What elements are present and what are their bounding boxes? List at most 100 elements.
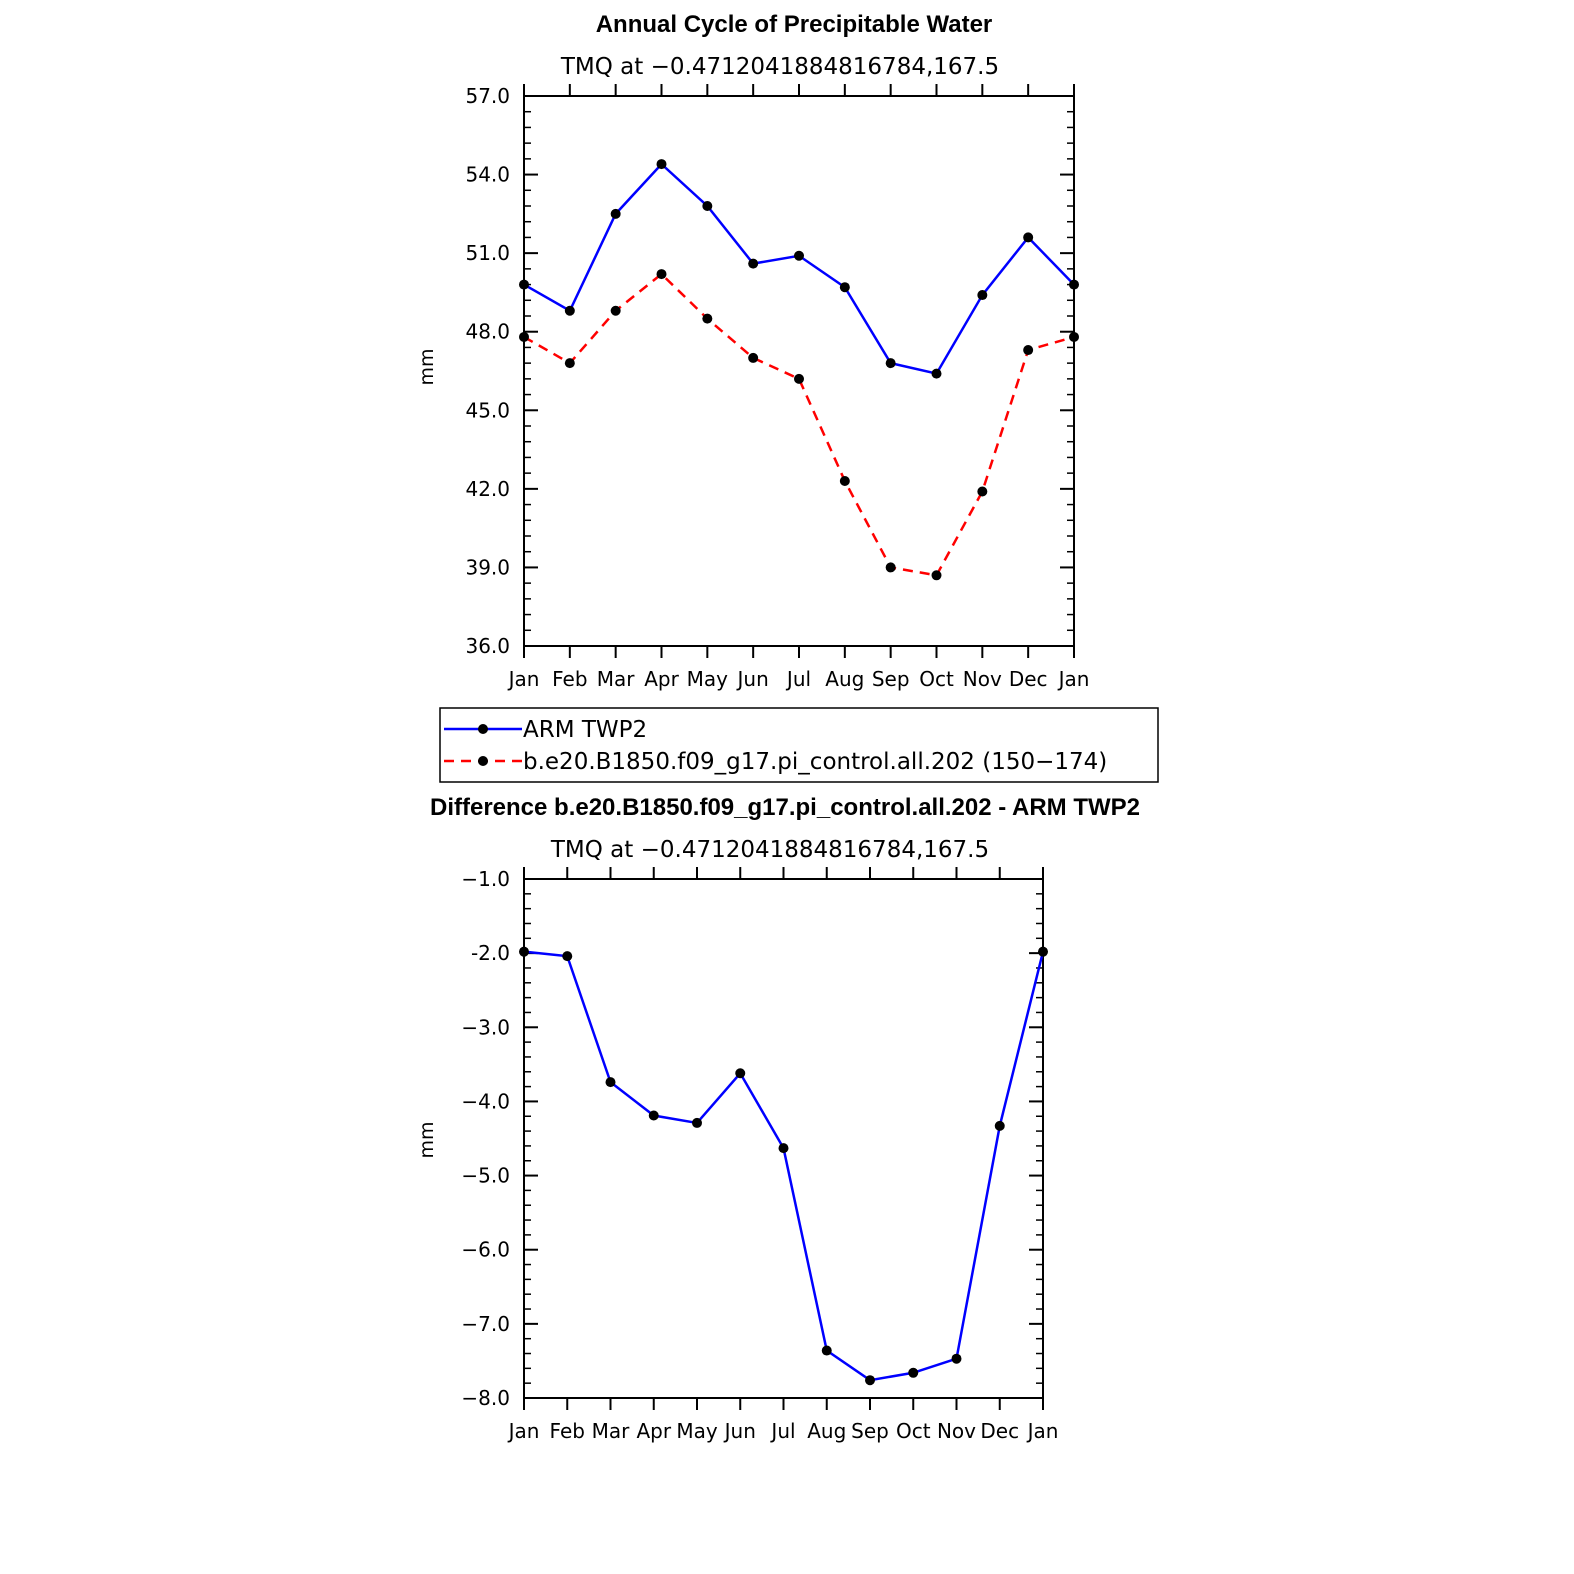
data-point	[648, 1110, 659, 1121]
legend-marker-arm	[478, 724, 488, 734]
y-tick-label: 42.0	[465, 477, 510, 501]
y-tick-label: −6.0	[461, 1238, 510, 1262]
legend: ARM TWP2 b.e20.B1850.f09_g17.pi_control.…	[439, 707, 1159, 783]
x-tick-label: Mar	[592, 1419, 631, 1443]
legend-label-model: b.e20.B1850.f09_g17.pi_control.all.202 (…	[523, 749, 1107, 775]
data-point	[885, 358, 896, 369]
data-point	[977, 486, 988, 497]
y-tick-label: −5.0	[461, 1164, 510, 1188]
y-axis-label: mm	[416, 348, 438, 385]
data-point	[605, 1077, 616, 1088]
data-point	[931, 570, 942, 581]
series-line	[523, 272, 1075, 577]
y-tick-label: -2.0	[471, 941, 510, 965]
data-point	[656, 159, 667, 170]
x-tick-label: Jun	[723, 1419, 756, 1443]
data-point	[564, 305, 575, 316]
data-point	[977, 290, 988, 301]
legend-marker-model	[478, 756, 488, 766]
x-tick-label: Sep	[851, 1419, 889, 1443]
y-axis-label: mm	[416, 1121, 438, 1158]
data-point	[748, 258, 759, 269]
x-tick-label: Dec	[1009, 667, 1048, 691]
y-tick-label: 48.0	[465, 320, 510, 344]
plot-area: 36.0 39.0 42.0 45.0 48.0 51.0 54.0 57.0 Jan Feb Ma…	[465, 84, 1089, 691]
y-tick-label: 36.0	[465, 634, 510, 658]
y-tick-label: −4.0	[461, 1089, 510, 1113]
x-tick-label: Mar	[597, 667, 636, 691]
data-point	[564, 358, 575, 369]
data-point	[794, 250, 804, 261]
data-point	[702, 201, 713, 211]
x-tick-label: Jul	[785, 667, 811, 691]
x-tick-label: Nov	[963, 667, 1002, 691]
chart-subtitle: TMQ at −0.4712041884816784,167.5	[550, 837, 989, 863]
x-tick-label: Feb	[550, 1419, 585, 1443]
y-tick-label: −3.0	[461, 1015, 510, 1039]
x-tick-label: Apr	[644, 667, 679, 691]
series-line	[523, 950, 1045, 1382]
chart-title: Annual Cycle of Precipitable Water	[596, 11, 993, 38]
x-tick-label: Aug	[825, 667, 864, 691]
data-point	[610, 208, 621, 219]
data-point	[908, 1367, 919, 1378]
x-tick-label: Dec	[980, 1419, 1019, 1443]
data-point	[951, 1353, 962, 1364]
x-tick-label: Jan	[507, 667, 540, 691]
data-point	[519, 946, 529, 957]
x-tick-label: May	[687, 667, 729, 691]
plot-frame	[523, 878, 1044, 1399]
data-point	[1069, 331, 1079, 342]
y-tick-label: −1.0	[461, 867, 510, 891]
x-tick-label: Jul	[769, 1419, 795, 1443]
x-tick-label: Nov	[937, 1419, 976, 1443]
data-point	[1023, 232, 1034, 243]
data-point	[610, 305, 621, 316]
series-group	[519, 946, 1048, 1386]
y-tick-label: 57.0	[465, 84, 510, 108]
data-point	[839, 282, 850, 293]
data-point	[885, 562, 896, 573]
y-tick-label: −8.0	[461, 1386, 510, 1410]
data-point	[519, 279, 529, 290]
data-point	[702, 313, 713, 324]
x-tick-label: Feb	[552, 667, 587, 691]
x-tick-label: Oct	[896, 1419, 931, 1443]
annual-cycle-chart: Annual Cycle of Precipitable Water TMQ a…	[416, 11, 1089, 691]
x-tick-label: Jun	[736, 667, 769, 691]
data-point	[821, 1345, 832, 1356]
data-point	[692, 1117, 702, 1128]
series-group	[519, 159, 1079, 581]
data-point	[656, 269, 667, 280]
data-point	[839, 476, 850, 486]
x-tick-label: Jan	[1026, 1419, 1059, 1443]
y-tick-label: 51.0	[465, 241, 510, 265]
data-point	[931, 368, 942, 379]
x-tick-label: Aug	[807, 1419, 846, 1443]
x-tick-label: Apr	[636, 1419, 671, 1443]
x-tick-label: Jan	[1057, 667, 1090, 691]
data-point	[1023, 345, 1034, 356]
data-point	[735, 1068, 746, 1079]
difference-chart: Difference b.e20.B1850.f09_g17.pi_contro…	[416, 794, 1140, 1443]
plot-frame	[523, 95, 1075, 647]
data-point	[1038, 946, 1048, 957]
chart-title: Difference b.e20.B1850.f09_g17.pi_contro…	[430, 794, 1140, 821]
legend-box	[439, 707, 1159, 783]
x-tick-label: May	[676, 1419, 718, 1443]
data-point	[1069, 279, 1079, 290]
data-point	[748, 352, 759, 363]
x-tick-label: Oct	[919, 667, 954, 691]
y-tick-label: 45.0	[465, 398, 510, 422]
x-tick-label: Sep	[872, 667, 910, 691]
y-tick-label: 54.0	[465, 163, 510, 187]
chart-subtitle: TMQ at −0.4712041884816784,167.5	[560, 54, 999, 80]
data-point	[519, 331, 529, 342]
x-tick-label: Jan	[507, 1419, 540, 1443]
series-line	[523, 162, 1075, 376]
y-tick-label: 39.0	[465, 555, 510, 579]
legend-label-arm: ARM TWP2	[523, 717, 647, 743]
data-point	[865, 1375, 875, 1386]
y-tick-label: −7.0	[461, 1312, 510, 1336]
